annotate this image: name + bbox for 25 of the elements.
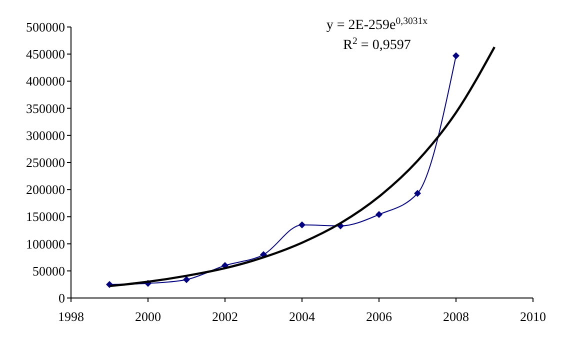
x-tick-label: 2000	[135, 309, 161, 324]
y-tick-label: 150000	[26, 209, 65, 224]
annotation: R$^{2}$ = 0,9597	[343, 36, 411, 53]
annotation: y = 2E-259e$^{0,3031x}$	[326, 16, 428, 33]
point	[414, 190, 421, 197]
y-tick-label: 50000	[32, 263, 65, 278]
x-tick-label: 2010	[520, 309, 546, 324]
y-tick-label: 300000	[26, 128, 65, 143]
x-tick-label: 2006	[366, 309, 392, 324]
x-tick-label: 2004	[289, 309, 316, 324]
point	[452, 52, 460, 60]
point	[183, 276, 190, 284]
point	[298, 221, 306, 228]
y-tick-label: 0	[58, 290, 65, 306]
y-tick-label: 400000	[26, 74, 65, 89]
x-tick-label: 2008	[443, 309, 469, 324]
y-tick-label: 500000	[26, 20, 65, 34]
point	[376, 211, 382, 218]
y-tick-label: 250000	[26, 155, 65, 170]
x-tick-label: 1998	[58, 309, 84, 324]
x-tick-label: 2002	[212, 309, 238, 324]
y-tick-label: 350000	[26, 100, 65, 116]
y-tick-label: 100000	[26, 236, 65, 252]
y-tick-label: 200000	[26, 182, 65, 198]
y-tick-label: 450000	[26, 46, 65, 62]
